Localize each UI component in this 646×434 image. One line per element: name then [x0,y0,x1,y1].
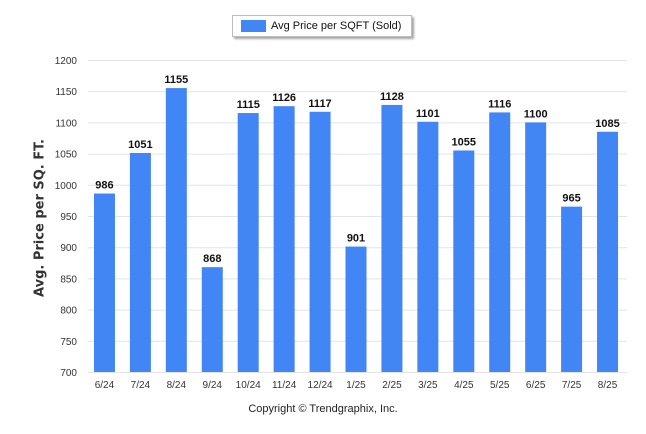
data-label: 965 [562,193,580,205]
bar [309,111,331,373]
x-tick-label: 1/25 [346,380,366,391]
copyright-text: Copyright © Trendgraphix, Inc. [248,403,398,415]
bar [417,121,439,372]
bar [453,150,475,372]
chart-legend[interactable]: Avg Price per SQFT (Sold) [232,15,412,37]
x-tick-label: 5/25 [490,380,510,391]
x-tick-label: 6/24 [95,380,115,391]
data-label: 1155 [164,74,188,86]
bar [237,113,259,372]
y-tick-label: 1050 [55,150,78,161]
bar [165,88,187,372]
x-tick-label: 9/24 [203,380,223,391]
bar [561,206,583,372]
bar [597,131,619,372]
data-label: 1126 [272,92,296,104]
data-label: 1055 [452,136,476,148]
data-label: 1116 [488,98,511,110]
x-tick-label: 4/25 [454,380,474,391]
y-tick-label: 1200 [55,56,78,67]
y-tick-label: 1100 [55,118,77,129]
x-tick-label: 7/25 [562,380,582,391]
y-tick-label: 700 [60,368,77,379]
x-tick-label: 2/25 [382,380,402,391]
x-tick-label: 8/25 [598,380,618,391]
y-tick-label: 1150 [55,87,77,98]
x-tick-label: 3/25 [418,380,438,391]
bar [489,112,511,372]
data-label: 1100 [524,108,548,120]
legend-series-label: Avg Price per SQFT (Sold) [271,20,402,32]
y-tick-label: 950 [60,212,77,223]
x-tick-label: 6/25 [526,380,546,391]
data-label: 901 [347,233,365,245]
x-tick-label: 12/24 [308,380,333,391]
data-label: 1051 [128,139,152,151]
bar [201,267,223,372]
data-label: 868 [203,253,221,265]
y-tick-label: 850 [60,274,77,285]
x-tick-label: 7/24 [131,380,151,391]
bars [93,88,619,373]
bar [525,122,547,373]
y-axis-label: Avg. Price per SQ. FT. [32,139,48,297]
bar [129,152,151,372]
bar [345,246,367,372]
x-tick-label: 10/24 [236,380,261,391]
bar [381,104,403,372]
x-tick-label: 8/24 [167,380,187,391]
y-tick-label: 750 [60,337,77,348]
y-tick-label: 900 [60,243,77,254]
data-label: 1115 [237,99,260,111]
legend-swatch [241,20,266,32]
x-tick-label: 11/24 [272,380,297,391]
y-tick-label: 1000 [55,181,78,192]
data-label: 1101 [416,108,440,120]
x-axis-ticks: 6/24 7/24 8/24 9/24 10/24 11/24 12/24 1/25 2/25 3… [95,380,618,391]
y-tick-label: 800 [60,306,77,317]
data-label: 986 [95,180,113,192]
data-label: 1085 [595,118,619,130]
data-labels: 986 1051 1155 868 1115 1126 1117 901 1128 1101 105… [95,74,619,265]
data-label: 1128 [380,91,404,103]
bar [93,193,115,372]
y-axis-ticks: 700 750 800 850 900 950 1000 1050 1100 1150 1200 [55,56,78,379]
data-label: 1117 [308,98,331,110]
bar [273,106,295,373]
